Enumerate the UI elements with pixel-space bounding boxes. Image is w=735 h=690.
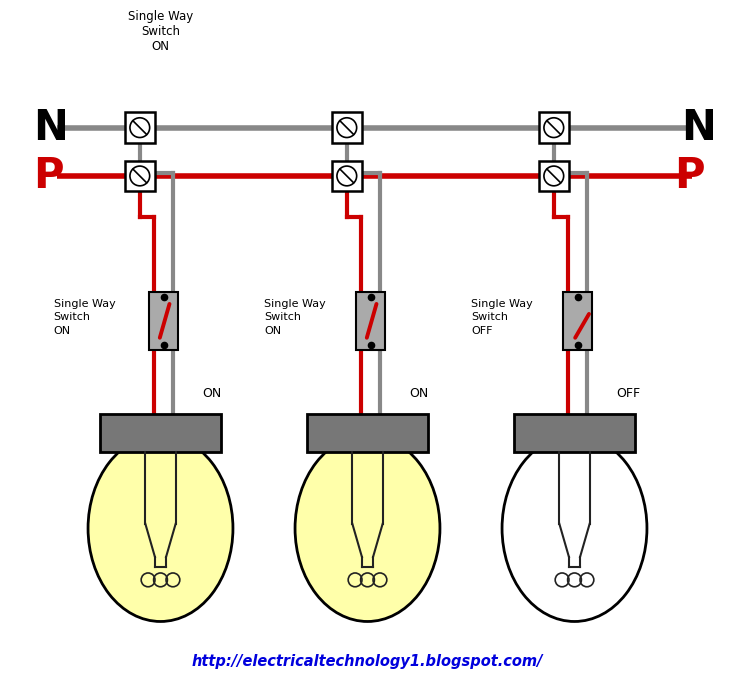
Text: P: P: [675, 155, 705, 197]
Bar: [125, 112, 155, 143]
Text: Single Way
Switch
ON: Single Way Switch ON: [264, 299, 326, 335]
Text: http://electricaltechnology1.blogspot.com/: http://electricaltechnology1.blogspot.co…: [192, 654, 543, 669]
Ellipse shape: [88, 435, 233, 622]
Circle shape: [130, 166, 150, 186]
Bar: [331, 112, 362, 143]
Bar: [100, 414, 221, 452]
Bar: [564, 292, 592, 351]
Text: ON: ON: [409, 387, 429, 400]
Text: Single Way
Switch
ON: Single Way Switch ON: [54, 299, 115, 335]
Bar: [149, 292, 179, 351]
Bar: [514, 414, 635, 452]
Bar: [125, 161, 155, 191]
Text: P: P: [33, 155, 63, 197]
Text: Single Way
Switch
ON: Single Way Switch ON: [128, 10, 193, 53]
Circle shape: [130, 118, 150, 137]
Ellipse shape: [295, 435, 440, 622]
Ellipse shape: [502, 435, 647, 622]
Bar: [331, 161, 362, 191]
Text: N: N: [33, 107, 68, 148]
Circle shape: [544, 166, 564, 186]
Bar: [356, 292, 385, 351]
Circle shape: [337, 166, 356, 186]
Text: N: N: [681, 107, 717, 148]
Circle shape: [337, 118, 356, 137]
Bar: [539, 112, 569, 143]
Text: ON: ON: [202, 387, 221, 400]
Text: Single Way
Switch
OFF: Single Way Switch OFF: [471, 299, 533, 335]
Bar: [539, 161, 569, 191]
Text: OFF: OFF: [616, 387, 640, 400]
Bar: [307, 414, 428, 452]
Circle shape: [544, 118, 564, 137]
